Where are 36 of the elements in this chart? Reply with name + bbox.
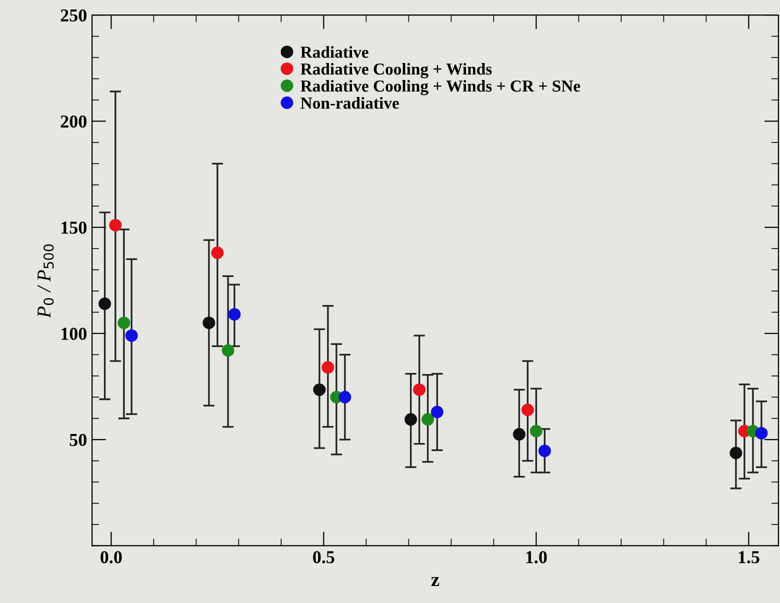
point <box>313 383 326 396</box>
point <box>413 383 426 396</box>
point <box>109 218 122 232</box>
point <box>98 297 112 310</box>
legend-label: Radiative <box>300 46 368 58</box>
x-tick-label: 1.0 <box>526 551 547 564</box>
y-tick-label: 250 <box>60 9 86 22</box>
x-tick-label: 1.5 <box>738 551 760 564</box>
legend-label: Radiative Cooling + Winds + CR + SNe <box>300 80 580 96</box>
point <box>538 444 551 458</box>
point <box>755 426 768 440</box>
y-tick-label: 50 <box>70 434 86 446</box>
y-tick-label: 200 <box>60 115 86 128</box>
point <box>322 361 334 374</box>
point <box>530 424 542 438</box>
point <box>404 413 418 426</box>
x-axis-title: z <box>431 577 440 586</box>
point <box>118 316 130 330</box>
x-tick-label: 0.0 <box>100 551 122 564</box>
y-tick-label: 150 <box>62 222 86 234</box>
y-axis-title: P$_{0}$ / P$_{500}$ <box>38 244 54 318</box>
y-tick-label: 100 <box>62 328 86 340</box>
point <box>125 329 138 342</box>
point <box>730 446 742 460</box>
legend-label: Non-radiative <box>300 97 399 109</box>
point <box>338 390 352 404</box>
legend-label: Radiative Cooling + Winds <box>300 62 492 78</box>
point <box>211 246 224 260</box>
point <box>222 344 234 357</box>
point <box>512 428 526 441</box>
point <box>521 404 534 416</box>
point <box>422 413 434 426</box>
x-tick-label: 0.5 <box>313 551 334 564</box>
point <box>228 308 241 321</box>
point <box>202 316 216 330</box>
point <box>430 406 444 418</box>
